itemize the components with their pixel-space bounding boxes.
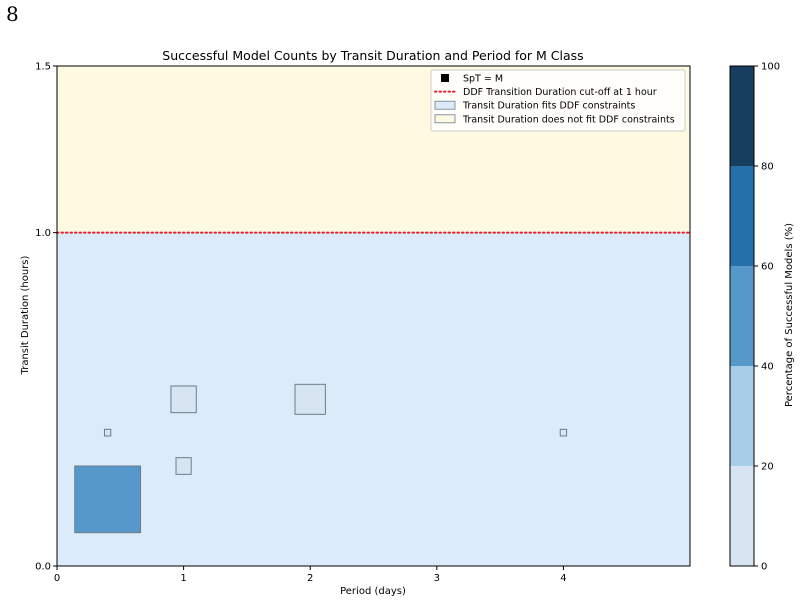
y-axis-label: Transit Duration (hours) — [20, 255, 31, 375]
x-tick-label-3: 3 — [434, 573, 440, 584]
legend: SpT = M DDF Transition Duration cut-off a… — [430, 69, 686, 132]
colorbar-label: Percentage of Successful Models (%) — [784, 223, 795, 407]
legend-swatch-3 — [434, 114, 456, 124]
colorbar-frame — [729, 65, 755, 567]
y-tick-label-1: 1.0 — [35, 228, 51, 239]
colorbar-bin-2 — [730, 266, 754, 366]
y-tick-label-2: 1.5 — [35, 62, 51, 73]
colorbar-bin-4 — [730, 66, 754, 166]
plot-frame — [56, 65, 691, 567]
data-point-1 — [170, 385, 197, 414]
colorbar-tick-label-5: 100 — [761, 62, 780, 73]
legend-box — [430, 69, 686, 132]
x-tick-label-1: 1 — [180, 573, 186, 584]
data-point-3 — [559, 428, 568, 437]
legend-swatch-2 — [434, 100, 456, 110]
colorbar-tick-label-4: 80 — [761, 162, 774, 173]
legend-label-0: SpT = M — [463, 74, 503, 85]
colorbar-bin-3 — [730, 166, 754, 266]
colorbar-bin-1 — [730, 366, 754, 466]
chart-title: Successful Model Counts by Transit Durat… — [162, 48, 583, 63]
colorbar-bin-0 — [730, 466, 754, 566]
x-tick-label-0: 0 — [54, 573, 60, 584]
page-number: 8 — [6, 2, 19, 26]
legend-swatch-0 — [441, 74, 449, 82]
x-tick-label-4: 4 — [560, 573, 566, 584]
region-0 — [57, 232, 690, 566]
data-point-5 — [175, 457, 192, 475]
colorbar-tick-label-0: 0 — [761, 562, 767, 573]
plot-area: 0 1 2 3 4 0.0 1.0 1.5 — [35, 62, 691, 584]
colorbar-tick-label-3: 60 — [761, 262, 774, 273]
legend-label-1: DDF Transition Duration cut-off at 1 hou… — [463, 87, 657, 98]
legend-label-2: Transit Duration fits DDF constraints — [462, 101, 635, 112]
colorbar-tick-label-2: 40 — [761, 362, 774, 373]
data-point-4 — [74, 465, 142, 534]
x-tick-label-2: 2 — [307, 573, 313, 584]
data-point-0 — [103, 428, 112, 437]
y-tick-label-0: 0.0 — [35, 562, 51, 573]
legend-label-3: Transit Duration does not fit DDF constr… — [462, 114, 675, 125]
data-point-2 — [294, 383, 326, 415]
colorbar-tick-label-1: 20 — [761, 462, 774, 473]
x-axis-label: Period (days) — [340, 586, 406, 597]
colorbar: 0 20 40 60 80 100 — [729, 62, 780, 573]
